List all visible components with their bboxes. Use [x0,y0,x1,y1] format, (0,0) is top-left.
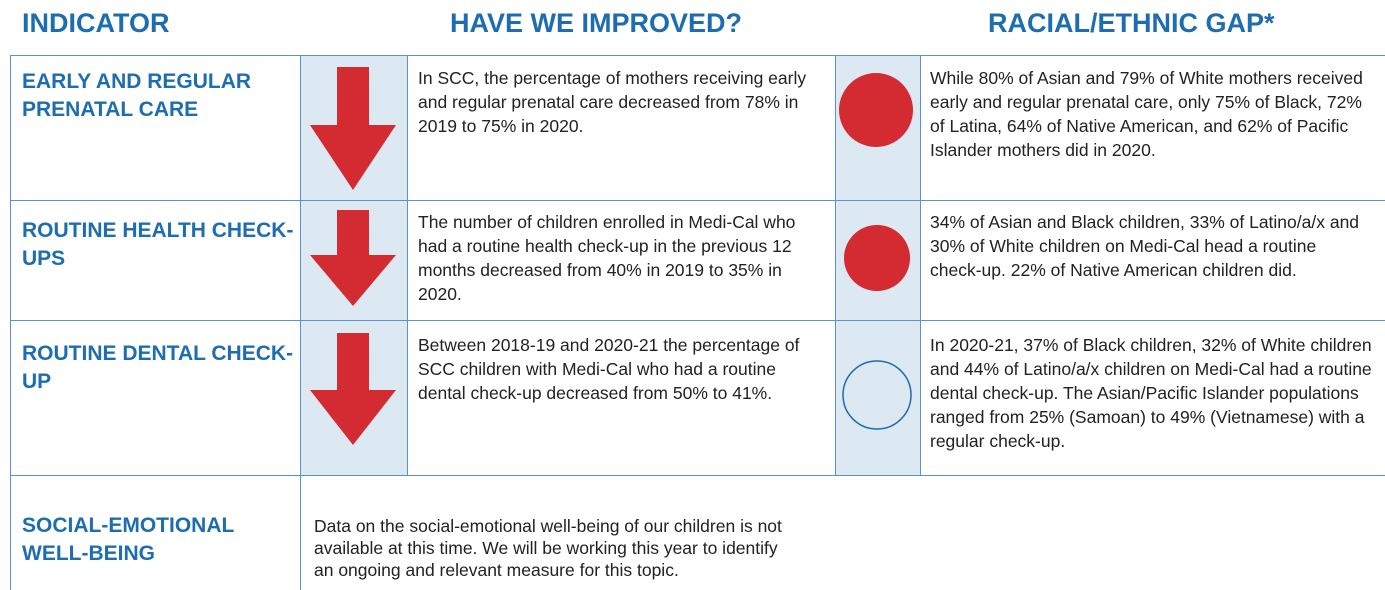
improvement-text: Between 2018-19 and 2020-21 the percenta… [418,335,800,403]
note-text: Data on the social-emotional well-being … [314,516,782,580]
col-border [300,55,301,590]
indicator: ROUTINE DENTAL CHECK-UP [22,342,294,393]
header-indicator: INDICATOR [22,8,170,38]
row-border [10,320,1385,321]
gap-text: While 80% of Asian and 79% of White moth… [930,68,1363,160]
col-border [920,55,921,475]
indicator: ROUTINE HEALTH CHECK-UPS [22,219,294,270]
row-border [10,55,1385,56]
down-arrow [310,67,396,190]
down-arrow [310,210,396,306]
header-improved: HAVE WE IMPROVED? [450,8,743,38]
gap-circle [842,360,912,430]
improvement-text: In SCC, the percentage of mothers receiv… [418,68,807,136]
col-border [10,55,11,590]
down-arrow [310,333,396,445]
col-border [835,55,836,475]
gap-circle [844,225,910,291]
indicator: SOCIAL-EMOTIONAL WELL-BEING [22,514,234,565]
col-border [407,55,408,475]
header-gap: RACIAL/ETHNIC GAP* [988,8,1275,38]
indicator: EARLY AND REGULAR PRENATAL CARE [22,70,252,121]
gap-text: In 2020-21, 37% of Black children, 32% o… [930,335,1372,451]
gap-text: 34% of Asian and Black children, 33% of … [930,212,1360,280]
row-border [10,475,1385,476]
improvement-text: The number of children enrolled in Medi-… [418,212,796,304]
gap-circle [839,73,913,147]
row-border [10,200,1385,201]
